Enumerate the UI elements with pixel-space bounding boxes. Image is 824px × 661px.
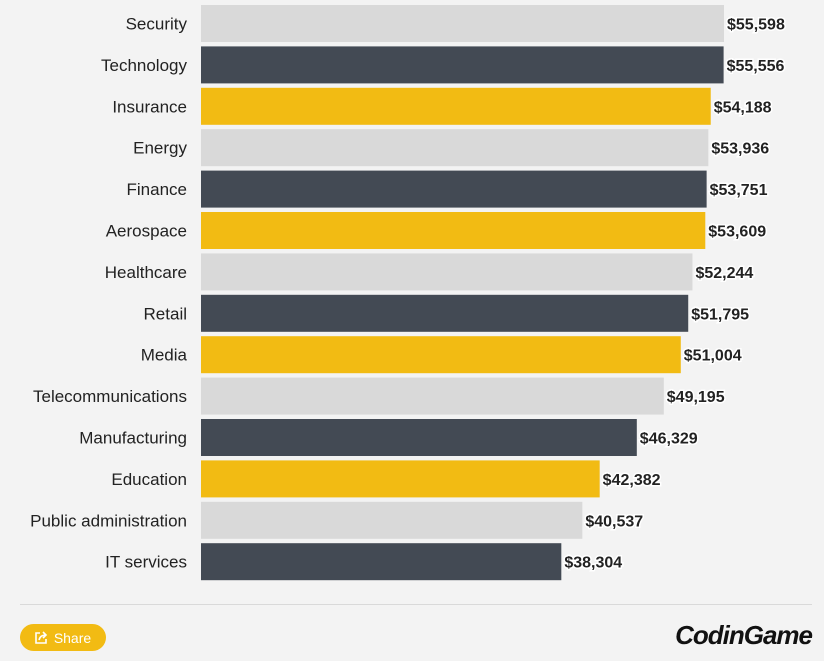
bar: [201, 543, 562, 581]
codingame-logo[interactable]: CodinGame: [675, 620, 813, 650]
bar: [201, 129, 709, 167]
bar: [201, 5, 724, 42]
category-label: Healthcare: [105, 263, 187, 282]
category-label: Finance: [127, 180, 187, 199]
category-label: IT services: [105, 553, 187, 572]
data-label: $54,188: [714, 99, 772, 116]
bar: [201, 419, 637, 456]
bar: [201, 294, 689, 332]
category-label: Insurance: [112, 97, 187, 116]
data-label: $52,244: [695, 265, 753, 282]
category-label: Technology: [101, 56, 188, 75]
data-label: $55,556: [727, 58, 785, 75]
data-label: $46,329: [640, 431, 698, 448]
bar: [201, 46, 724, 84]
bar: [201, 336, 681, 374]
category-label: Energy: [133, 139, 187, 158]
data-label: $53,936: [711, 141, 769, 158]
divider: [20, 604, 812, 605]
bar: [201, 212, 706, 249]
bar-chart: Security $55,598 Technology $55,556 Insuranc…: [30, 5, 786, 581]
bar: [201, 87, 711, 125]
data-label: $51,795: [691, 306, 749, 323]
category-label: Education: [111, 470, 187, 489]
data-label: $51,004: [684, 348, 742, 365]
category-label: Security: [126, 15, 188, 34]
share-icon: [35, 631, 47, 644]
bar: [201, 253, 693, 291]
category-label: Media: [141, 346, 188, 365]
data-label: $53,751: [710, 182, 768, 199]
share-button[interactable]: Share: [20, 624, 106, 651]
bar: [201, 377, 664, 415]
category-label: Telecommunications: [33, 387, 187, 406]
bar: [201, 501, 583, 539]
data-label: $53,609: [708, 224, 766, 241]
data-label: $40,537: [585, 513, 643, 530]
bar: [201, 170, 707, 208]
data-label: $49,195: [667, 389, 725, 406]
data-label: $55,598: [727, 17, 785, 34]
category-label: Aerospace: [106, 222, 187, 241]
share-label: Share: [53, 629, 92, 646]
category-label: Retail: [144, 304, 187, 323]
category-label: Manufacturing: [79, 429, 187, 448]
bar: [201, 460, 600, 498]
data-label: $38,304: [564, 555, 622, 572]
category-label: Public administration: [30, 511, 187, 530]
data-label: $42,382: [603, 472, 661, 489]
